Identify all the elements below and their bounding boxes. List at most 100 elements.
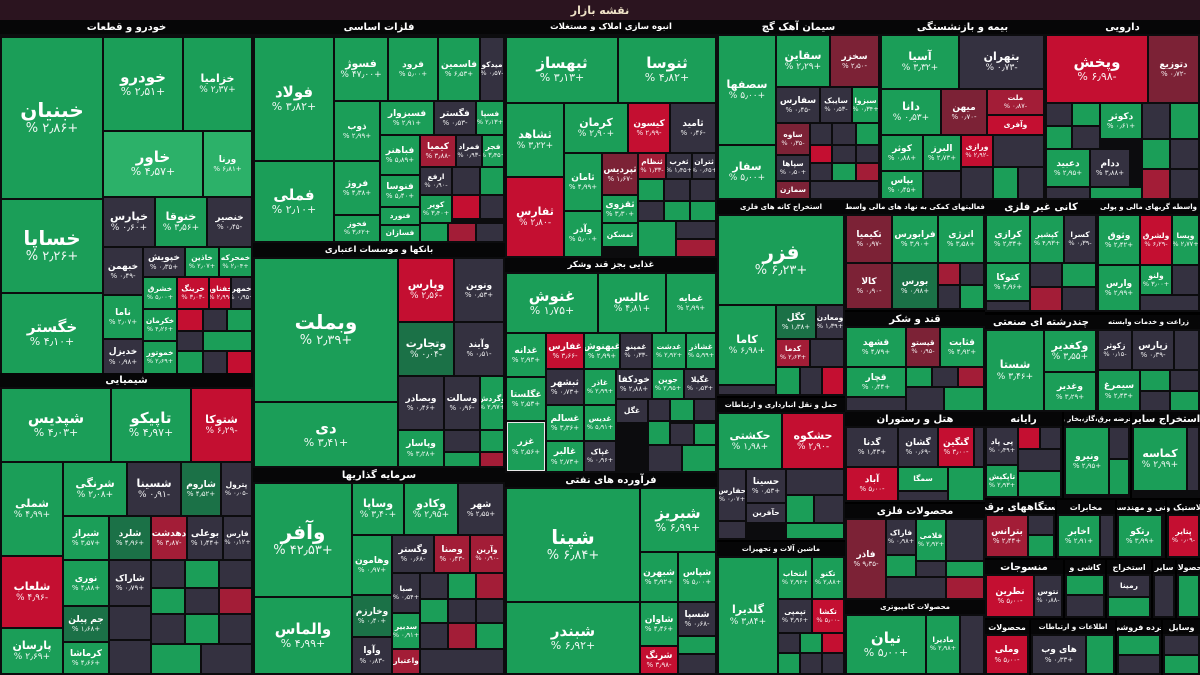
tile-خفناور[interactable]: خفناور-۲٫۹۹ %: [210, 278, 230, 308]
tile-گلدیرا[interactable]: گلدیرا +۳٫۸۴ %: [719, 558, 777, 673]
tile-filler[interactable]: [679, 655, 715, 673]
tile-کدما[interactable]: کدما +۲٫۶۳ %: [777, 340, 809, 366]
tile-فارس[interactable]: فارس +۰٫۱۲ %: [224, 517, 251, 559]
tile-غزر[interactable]: غزر +۲٫۵۶ %: [507, 422, 545, 471]
tile-نوری[interactable]: نوری +۴٫۸۸ %: [64, 561, 108, 605]
tile-وسالت[interactable]: وسالت -۰٫۹۶ %: [445, 377, 479, 429]
tile-filler[interactable]: [907, 388, 943, 410]
tile-قیستو[interactable]: قیستو -۰٫۹۵ %: [907, 328, 939, 366]
tile-خکرمان[interactable]: خکرمان +۴٫۲۶ %: [144, 310, 176, 340]
tile-filler[interactable]: [202, 645, 251, 673]
tile-filler[interactable]: [1091, 188, 1141, 198]
tile-شتوکا[interactable]: شتوکا -۶٫۲۹ %: [192, 389, 251, 461]
tile-filler[interactable]: [924, 172, 960, 198]
tile-ورنا[interactable]: ورنا +۶٫۸۱ %: [204, 132, 251, 196]
tile-filler[interactable]: [811, 164, 831, 180]
tile-فسوژ[interactable]: فسوژ +۴۷٫۰۰ %: [335, 38, 387, 100]
tile-وگستر[interactable]: وگستر -۰٫۶۸ %: [393, 536, 433, 572]
tile-filler[interactable]: [1031, 288, 1061, 310]
tile-filler[interactable]: [449, 224, 475, 241]
tile-filler[interactable]: [152, 645, 200, 673]
tile-خرینگ[interactable]: خرینگ -۳٫۰۳ %: [178, 278, 208, 308]
tile-فجر[interactable]: فجر+۳٫۴۵ %: [483, 136, 503, 166]
tile-سدبیر[interactable]: سدبیر +۰٫۹۱ %: [393, 614, 419, 648]
tile-filler[interactable]: [477, 600, 503, 622]
tile-غسالم[interactable]: غسالم +۳٫۳۶ %: [547, 406, 583, 440]
tile-filler[interactable]: [1110, 460, 1128, 494]
tile-filler[interactable]: [1179, 576, 1198, 616]
tile-filler[interactable]: [477, 624, 503, 648]
tile-فرود[interactable]: فرود +۵٫۰۰ %: [389, 38, 437, 100]
tile-filler[interactable]: [1188, 428, 1198, 490]
tile-غنوش[interactable]: غنوش +۱٫۷۵ %: [507, 274, 597, 332]
tile-filler[interactable]: [719, 386, 775, 394]
tile-فزر[interactable]: فزر +۶٫۲۳ %: [719, 216, 843, 304]
tile-filler[interactable]: [665, 180, 689, 200]
tile-خنصیر[interactable]: خنصیر -۰٫۴۵ %: [208, 198, 251, 246]
tile-کرمان[interactable]: کرمان +۲٫۹۰ %: [565, 104, 627, 152]
tile-filler[interactable]: [178, 352, 202, 373]
tile-خبنیان[interactable]: خبنیان +۲٫۸۶ %: [2, 38, 102, 198]
tile-وارس[interactable]: وارس +۲٫۹۹ %: [1099, 266, 1139, 310]
tile-filler[interactable]: [907, 368, 931, 386]
tile-وگردش[interactable]: وگردش+۲٫۹۷ %: [481, 377, 503, 429]
tile-زکوثر[interactable]: زکوثر -۰٫۱۵ %: [1099, 331, 1131, 369]
tile-filler[interactable]: [1143, 104, 1169, 138]
tile-filler[interactable]: [777, 368, 799, 394]
tile-filler[interactable]: [947, 578, 983, 598]
tile-قثابت[interactable]: قثابت +۴٫۹۲ %: [941, 328, 983, 366]
tile-filler[interactable]: [186, 589, 218, 613]
tile-شاوان[interactable]: شاوان +۴٫۴۶ %: [641, 603, 677, 645]
tile-ددام[interactable]: ددام +۳٫۸۸ %: [1091, 150, 1129, 186]
tile-شیراز[interactable]: شیراز +۳٫۵۷ %: [64, 517, 108, 559]
tile-غدانه[interactable]: غدانه +۲٫۹۳ %: [507, 334, 545, 376]
tile-شرنگ[interactable]: شرنگ -۳٫۹۸ %: [641, 647, 677, 673]
tile-شاروم[interactable]: شاروم +۴٫۵۲ %: [182, 463, 220, 515]
tile-filler[interactable]: [178, 332, 202, 350]
tile-کرازی[interactable]: کرازی +۲٫۳۴ %: [987, 216, 1029, 262]
tile-وساپا[interactable]: وساپا +۳٫۴۰ %: [353, 484, 403, 534]
tile-اخابر[interactable]: اخابر +۲٫۹۱ %: [1059, 516, 1099, 556]
tile-ذوب[interactable]: ذوب +۲٫۹۹ %: [335, 102, 379, 160]
tile-عالیس[interactable]: عالیس +۴٫۸۱ %: [599, 274, 665, 332]
tile-حآفرین[interactable]: حآفرین: [747, 504, 785, 522]
tile-filler[interactable]: [228, 310, 251, 330]
tile-filler[interactable]: [152, 615, 184, 643]
tile-filler[interactable]: [857, 164, 878, 180]
tile-filler[interactable]: [639, 202, 663, 220]
tile-filler[interactable]: [1067, 576, 1103, 594]
tile-filler[interactable]: [220, 561, 251, 587]
tile-filler[interactable]: [1019, 428, 1039, 448]
tile-ویسا[interactable]: ویسا+۲٫۷۷ %: [1173, 216, 1198, 264]
tile-ثامید[interactable]: ثامید -۰٫۴۶ %: [671, 104, 715, 152]
tile-ثبهساز[interactable]: ثبهساز +۳٫۱۳ %: [507, 38, 617, 102]
tile-بتهران[interactable]: بتهران -۰٫۷۳ %: [960, 36, 1043, 88]
tile-خپویش[interactable]: خپویش +۰٫۳۵ %: [144, 248, 184, 276]
tile-شسینا[interactable]: شسینا -۰٫۹۱ %: [128, 463, 180, 515]
tile-وآرین[interactable]: وآرین -۰٫۹۰ %: [471, 536, 503, 572]
tile-شهر[interactable]: شهر +۲٫۵۵ %: [459, 484, 503, 534]
tile-filler[interactable]: [1047, 188, 1089, 198]
tile-ثشاهد[interactable]: ثشاهد +۳٫۲۲ %: [507, 104, 563, 176]
tile-سفارس[interactable]: سفارس -۰٫۴۵ %: [777, 88, 819, 122]
tile-کسرا[interactable]: کسرا -۰٫۳۹ %: [1065, 216, 1095, 262]
tile-فگستر[interactable]: فگستر -۰٫۵۳ %: [435, 102, 475, 134]
tile-filler[interactable]: [691, 202, 715, 220]
tile-بترانس[interactable]: بترانس +۲٫۴۴ %: [987, 516, 1027, 556]
tile-میدکو[interactable]: میدکو-۰٫۵۷ %: [481, 38, 503, 100]
tile-وبملت[interactable]: وبملت +۲٫۳۹ %: [255, 259, 397, 401]
tile-filler[interactable]: [421, 574, 447, 598]
tile-filler[interactable]: [801, 368, 821, 394]
tile-filler[interactable]: [887, 556, 915, 576]
tile-والماس[interactable]: والماس +۴٫۹۹ %: [255, 598, 351, 673]
tile-وصنا[interactable]: وصنا -۰٫۴۳ %: [435, 536, 469, 572]
tile-فنورد[interactable]: فنورد: [381, 208, 419, 224]
tile-کرماشا[interactable]: کرماشا +۴٫۶۶ %: [64, 643, 108, 673]
tile-filler[interactable]: [481, 453, 503, 466]
tile-فسپا[interactable]: فسپا +۲٫۱۳ %: [477, 102, 503, 134]
tile-filler[interactable]: [1175, 331, 1198, 369]
tile-شملی[interactable]: شملی +۴٫۹۹ %: [2, 463, 62, 555]
tile-بپاس[interactable]: بپاس +۰٫۴۵ %: [882, 172, 922, 198]
tile-دعبید[interactable]: دعبید +۲٫۹۵ %: [1047, 150, 1089, 186]
tile-سپاها[interactable]: سپاها +۰٫۵۰ %: [777, 156, 809, 180]
